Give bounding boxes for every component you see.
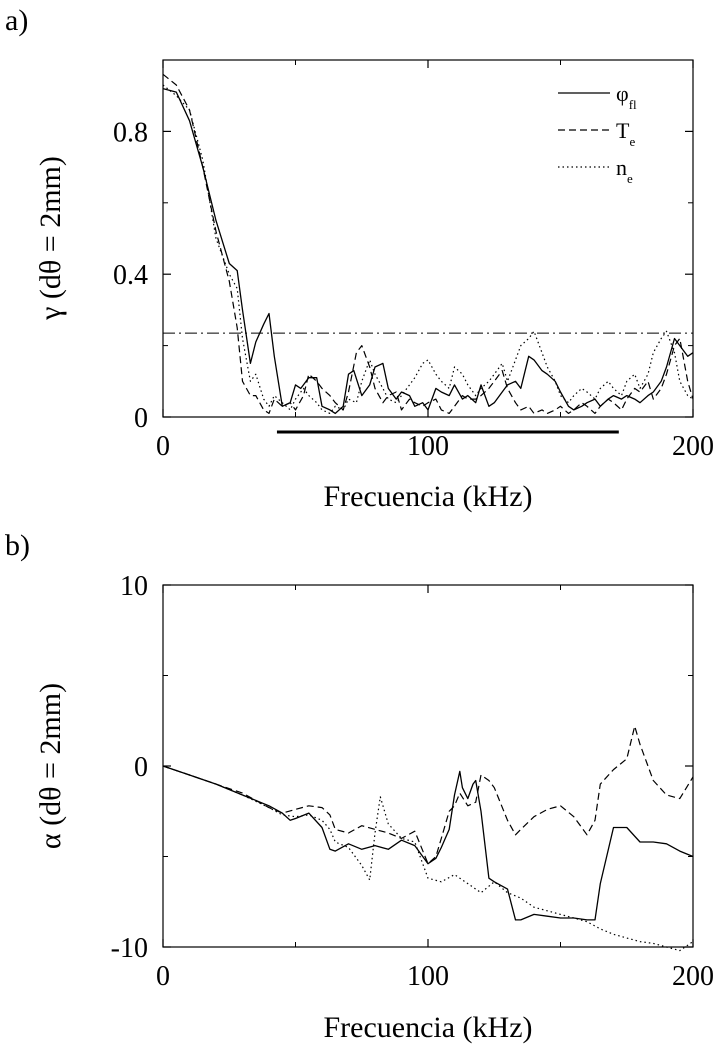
- x-tick-label: 0: [156, 431, 170, 462]
- y-tick-label: 0.4: [113, 260, 148, 291]
- y-axis-label-b: α (dθ = 2mm): [34, 683, 67, 849]
- tick-marks-b: [162, 584, 694, 948]
- series-line-φfl: [162, 87, 694, 415]
- plot-frame-b: [162, 584, 694, 948]
- series-line-ne: [162, 765, 694, 952]
- x-tick-label: 200: [672, 431, 714, 462]
- x-tick-label: 100: [407, 431, 449, 462]
- series-line-ne: [162, 84, 694, 414]
- y-axis-label-a: γ (dθ = 2mm): [34, 156, 67, 321]
- x-tick-label: 200: [672, 961, 714, 992]
- legend-a: φfl Te ne: [558, 81, 637, 186]
- series-a: [162, 73, 694, 415]
- legend-label-ne: ne: [616, 155, 633, 186]
- x-axis-label-a: Frecuencia (kHz): [323, 480, 532, 513]
- panel-a: a) 0 100 200 0 0.4 0.8 φfl Te ne Frecuencia (kH…: [5, 4, 714, 513]
- x-tick-label: 0: [156, 961, 170, 992]
- legend-label-Te: Te: [616, 118, 635, 149]
- panel-label-a: a): [5, 4, 28, 37]
- plot-frame-a: [162, 59, 694, 418]
- tick-labels-a: 0 100 200 0 0.4 0.8: [113, 117, 714, 462]
- x-axis-label-b: Frecuencia (kHz): [323, 1011, 532, 1044]
- panel-b: b) 0 100 200 -10 0 10 Frecuencia (kHz) α (dθ …: [5, 529, 714, 1044]
- x-tick-label: 100: [407, 961, 449, 992]
- panel-label-b: b): [5, 529, 30, 562]
- tick-marks-a: [162, 60, 694, 418]
- tick-labels-b: 0 100 200 -10 0 10: [111, 571, 714, 992]
- legend-label-φfl: φfl: [616, 81, 637, 112]
- series-b: [162, 725, 694, 952]
- series-line-φfl: [162, 765, 694, 921]
- y-tick-label: 0: [134, 752, 148, 783]
- y-tick-label: 0.8: [113, 117, 148, 148]
- y-tick-label: 0: [134, 403, 148, 434]
- y-tick-label: -10: [111, 933, 148, 964]
- series-line-Te: [162, 73, 694, 414]
- series-line-Te: [162, 725, 694, 865]
- y-tick-label: 10: [120, 571, 148, 602]
